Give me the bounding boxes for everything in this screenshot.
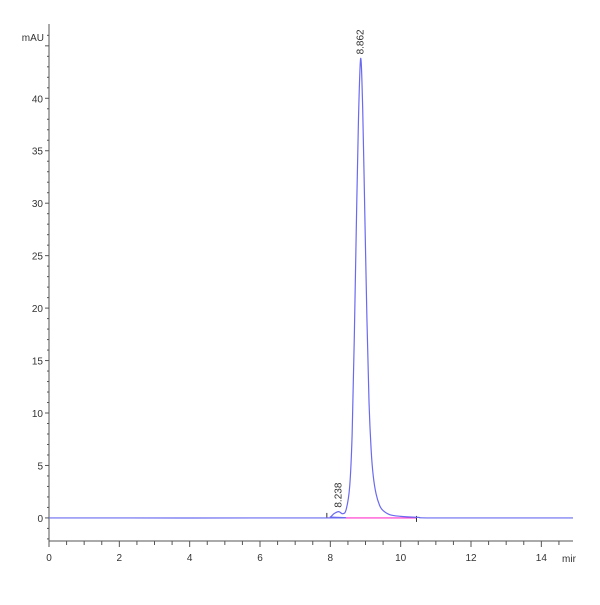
x-tick-label: 12 <box>465 553 477 564</box>
axes: 0 5 10 15 20 25 30 35 40 0 2 4 6 8 10 12 14 <box>32 24 573 564</box>
plot-area: 8.238 8.862 <box>48 29 574 522</box>
y-tick-label: 20 <box>32 304 44 315</box>
x-tick-label: 4 <box>187 553 193 564</box>
x-tick-label: 0 <box>46 553 52 564</box>
y-tick-label: 15 <box>32 357 44 368</box>
x-axis-label: mir <box>562 554 577 565</box>
peak-label: 8.862 <box>356 29 367 54</box>
x-tick-label: 14 <box>536 553 548 564</box>
y-tick-label: 35 <box>32 147 44 158</box>
x-tick-label: 8 <box>328 553 334 564</box>
y-tick-label: 40 <box>32 94 44 105</box>
peak-label: 8.238 <box>334 482 345 507</box>
y-tick-label: 30 <box>32 199 44 210</box>
y-tick-label: 0 <box>37 514 43 525</box>
x-tick-label: 2 <box>117 553 123 564</box>
y-tick-label: 5 <box>37 461 43 472</box>
y-tick-label: 10 <box>32 409 44 420</box>
y-tick-label: 25 <box>32 252 44 263</box>
y-axis-label: mAU <box>22 33 44 44</box>
signal-trace <box>48 57 574 519</box>
x-tick-label: 10 <box>395 553 407 564</box>
x-tick-label: 6 <box>257 553 263 564</box>
